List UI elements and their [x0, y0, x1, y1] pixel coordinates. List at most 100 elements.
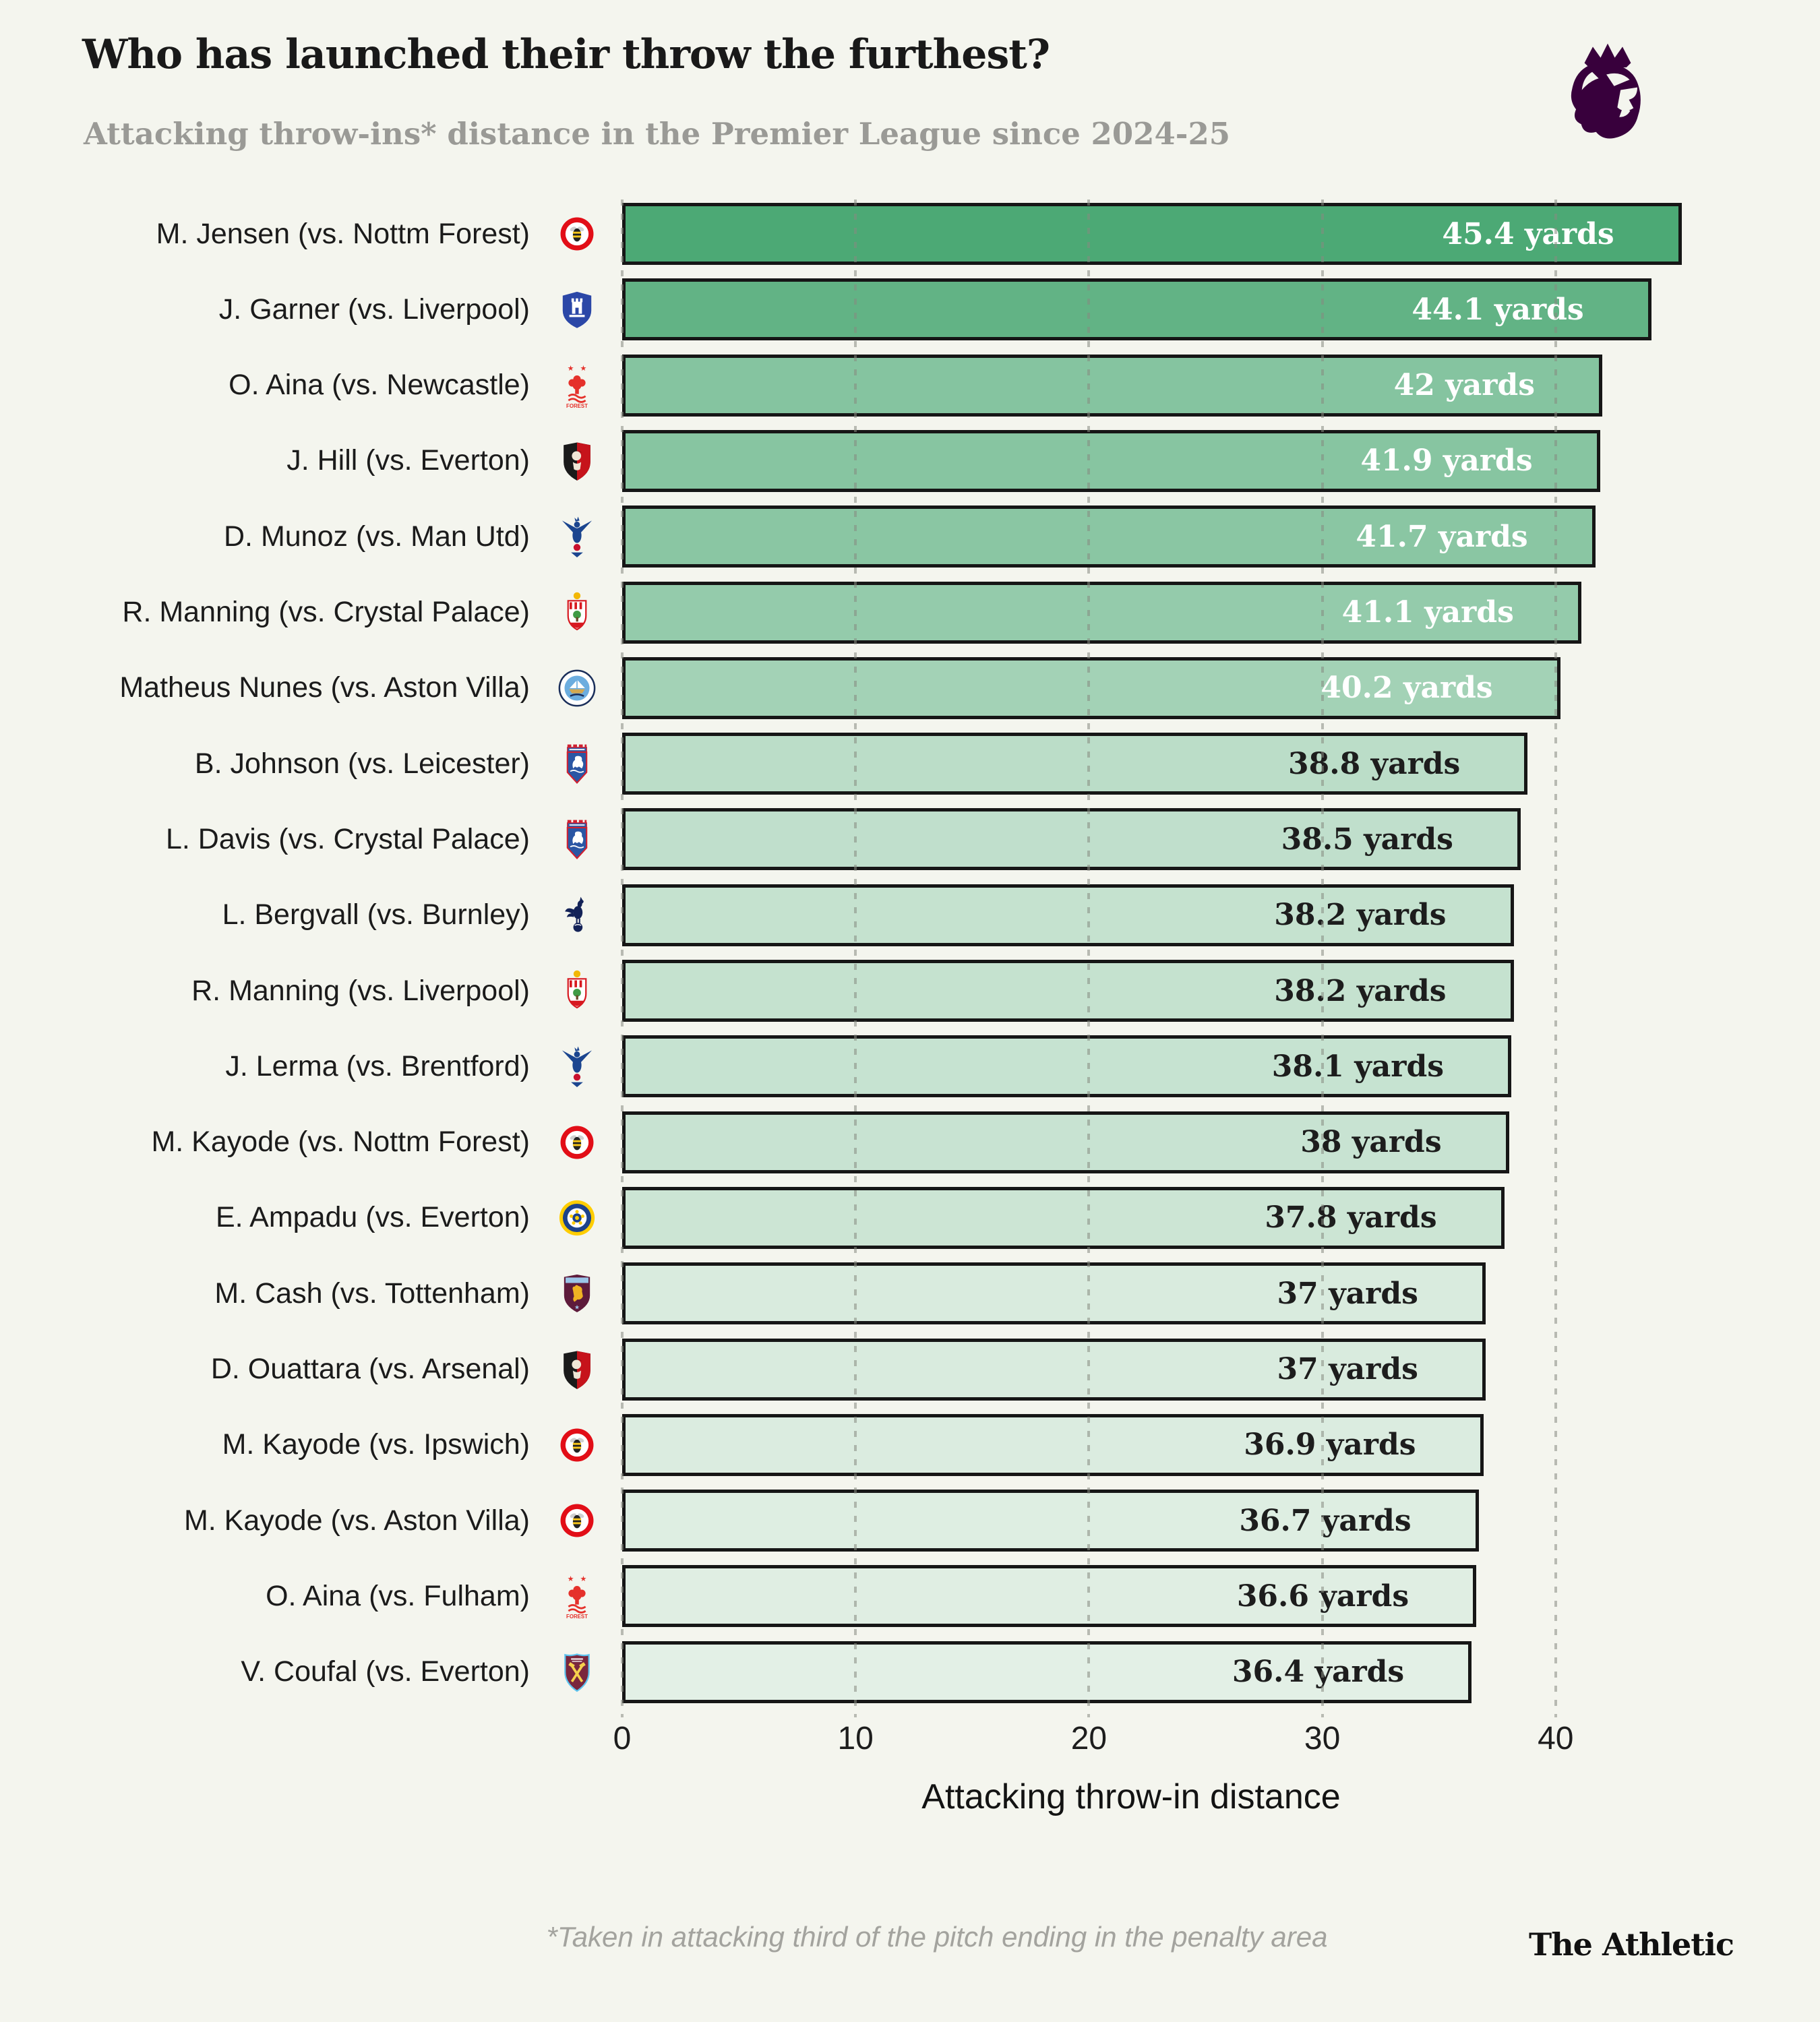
bar-row: D. Munoz (vs. Man Utd) 41.7 yards	[0, 506, 1820, 568]
player-label: M. Cash (vs. Tottenham)	[214, 1277, 530, 1310]
bar-value-label: 41.1 yards	[1341, 595, 1514, 630]
distance-bar: 37.8 yards	[622, 1186, 1505, 1249]
gridline-10	[854, 200, 857, 1717]
brentford-badge-icon	[551, 203, 603, 265]
player-label: O. Aina (vs. Newcastle)	[229, 369, 530, 402]
player-label: Matheus Nunes (vs. Aston Villa)	[119, 671, 530, 704]
player-label: D. Ouattara (vs. Arsenal)	[210, 1353, 530, 1385]
distance-bar: 40.2 yards	[622, 656, 1560, 719]
distance-bar: 37 yards	[622, 1338, 1486, 1401]
gridline-40	[1554, 200, 1557, 1717]
brentford-badge-icon	[551, 1111, 603, 1173]
crystal-palace-badge-icon	[551, 506, 603, 568]
bar-row: M. Kayode (vs. Aston Villa) 36.7 yards	[0, 1490, 1820, 1552]
bar-value-label: 37 yards	[1277, 1352, 1418, 1386]
everton-badge-icon	[551, 278, 603, 340]
bar-row: B. Johnson (vs. Leicester) 38.8 yards	[0, 733, 1820, 795]
bar-row: M. Cash (vs. Tottenham) ★ 37 yards	[0, 1262, 1820, 1325]
bar-value-label: 38.8 yards	[1288, 746, 1461, 781]
bar-row: M. Kayode (vs. Nottm Forest) 38 yards	[0, 1111, 1820, 1173]
distance-bar: 41.7 yards	[622, 506, 1596, 568]
bar-value-label: 44.1 yards	[1412, 292, 1584, 327]
player-label: M. Kayode (vs. Nottm Forest)	[151, 1126, 530, 1159]
bar-row: J. Hill (vs. Everton) 41.9 yards	[0, 429, 1820, 492]
x-axis-label: Attacking throw-in distance	[921, 1777, 1341, 1816]
svg-text:★: ★	[574, 1304, 580, 1311]
southampton-badge-icon	[551, 582, 603, 644]
player-label: J. Hill (vs. Everton)	[286, 444, 530, 477]
gridline-30	[1321, 200, 1324, 1717]
bar-value-label: 36.6 yards	[1236, 1579, 1409, 1614]
bar-value-label: 40.2 yards	[1321, 671, 1493, 706]
brand-wordmark: The Athletic	[1528, 1926, 1734, 1963]
nottingham-forest-badge-icon: ★ ★ FOREST	[551, 355, 603, 417]
bar-value-label: 38 yards	[1300, 1125, 1442, 1160]
bar-row: J. Garner (vs. Liverpool) 44.1 yards	[0, 278, 1820, 341]
distance-bar: 38.2 yards	[622, 884, 1514, 946]
player-label: M. Jensen (vs. Nottm Forest)	[156, 217, 530, 250]
x-tick-label-40: 40	[1538, 1721, 1574, 1756]
player-label: D. Munoz (vs. Man Utd)	[224, 520, 530, 553]
player-label: E. Ampadu (vs. Everton)	[215, 1201, 530, 1234]
distance-bar: 38 yards	[622, 1111, 1509, 1173]
svg-text:★: ★	[580, 1575, 587, 1583]
svg-text:★: ★	[580, 364, 587, 372]
footnote: *Taken in attacking third of the pitch e…	[546, 1921, 1328, 1953]
brentford-badge-icon	[551, 1490, 603, 1552]
player-label: J. Garner (vs. Liverpool)	[218, 293, 530, 326]
bar-value-label: 37 yards	[1277, 1276, 1418, 1311]
ipswich-badge-icon	[551, 733, 603, 795]
bar-row: L. Davis (vs. Crystal Palace) 38.5 yards	[0, 808, 1820, 871]
bar-row: D. Ouattara (vs. Arsenal) 37 yards	[0, 1338, 1820, 1401]
nottingham-forest-badge-icon: ★ ★ FOREST	[551, 1565, 603, 1627]
bar-value-label: 41.9 yards	[1360, 443, 1533, 479]
distance-bar: 37 yards	[622, 1262, 1486, 1325]
distance-bar: 38.5 yards	[622, 808, 1521, 871]
distance-bar: 38.8 yards	[622, 733, 1528, 795]
player-label: L. Davis (vs. Crystal Palace)	[165, 822, 530, 855]
page-subtitle: Attacking throw-ins* distance in the Pre…	[84, 116, 1231, 152]
bar-row: Matheus Nunes (vs. Aston Villa) 40.2 yar…	[0, 656, 1820, 719]
bar-row: E. Ampadu (vs. Everton) 37.8 yards	[0, 1186, 1820, 1249]
gridline-0	[621, 200, 624, 1717]
bar-row: M. Kayode (vs. Ipswich) 36.9 yards	[0, 1413, 1820, 1476]
player-label: M. Kayode (vs. Ipswich)	[222, 1428, 530, 1461]
distance-bar: 45.4 yards	[622, 203, 1682, 265]
x-tick-label-10: 10	[837, 1721, 874, 1756]
bar-value-label: 42 yards	[1393, 368, 1535, 403]
distance-bar: 36.9 yards	[622, 1413, 1484, 1476]
premier-league-lion-icon	[1563, 40, 1653, 155]
bar-value-label: 45.4 yards	[1442, 216, 1614, 251]
southampton-badge-icon	[551, 960, 603, 1022]
player-label: L. Bergvall (vs. Burnley)	[222, 898, 530, 931]
bar-value-label: 38.2 yards	[1274, 898, 1447, 933]
distance-bar: 41.9 yards	[622, 429, 1600, 492]
bar-row: O. Aina (vs. Fulham) ★ ★ FOREST 36.6 yards	[0, 1565, 1820, 1628]
ipswich-badge-icon	[551, 808, 603, 870]
bar-row: V. Coufal (vs. Everton) 36.4 yards	[0, 1641, 1820, 1703]
player-label: R. Manning (vs. Crystal Palace)	[122, 596, 530, 628]
distance-bar: 42 yards	[622, 354, 1602, 417]
distance-bar: 36.6 yards	[622, 1565, 1477, 1628]
x-tick-label-0: 0	[613, 1721, 632, 1756]
distance-bar: 36.7 yards	[622, 1490, 1479, 1552]
distance-bar: 38.1 yards	[622, 1035, 1511, 1098]
svg-text:FOREST: FOREST	[566, 403, 588, 409]
x-tick-label-30: 30	[1304, 1721, 1341, 1756]
bar-value-label: 38.1 yards	[1271, 1049, 1444, 1084]
bar-value-label: 36.9 yards	[1244, 1428, 1416, 1463]
player-label: B. Johnson (vs. Leicester)	[194, 747, 530, 780]
player-label: O. Aina (vs. Fulham)	[266, 1579, 530, 1612]
bar-row: R. Manning (vs. Crystal Palace) 41.1 yar…	[0, 581, 1820, 644]
bar-row: M. Jensen (vs. Nottm Forest) 45.4 yards	[0, 203, 1820, 265]
west-ham-badge-icon	[551, 1641, 603, 1703]
leeds-badge-icon	[551, 1187, 603, 1249]
player-label: R. Manning (vs. Liverpool)	[191, 974, 530, 1007]
distance-bar: 38.2 yards	[622, 960, 1514, 1022]
x-tick-label-20: 20	[1070, 1721, 1108, 1756]
tottenham-badge-icon	[551, 884, 603, 946]
bar-row: J. Lerma (vs. Brentford) 38.1 yards	[0, 1035, 1820, 1098]
distance-bar: 44.1 yards	[622, 278, 1651, 341]
aston-villa-badge-icon: ★	[551, 1262, 603, 1324]
